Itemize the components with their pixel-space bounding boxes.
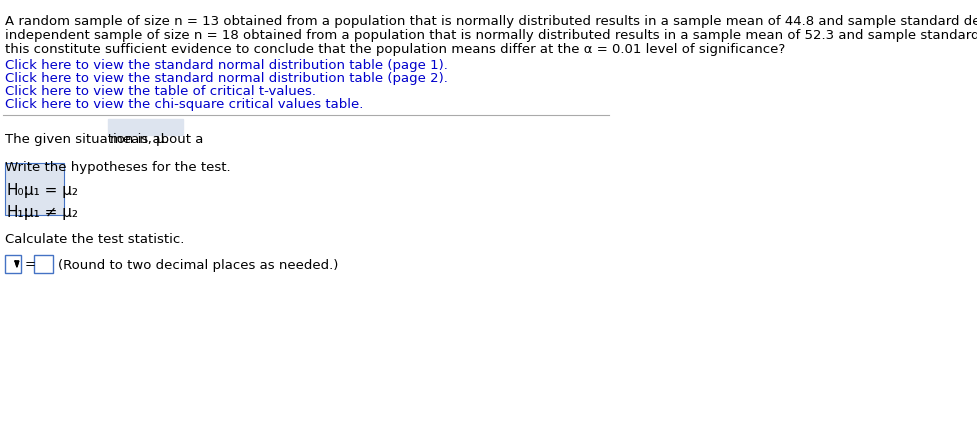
- Text: Write the hypotheses for the test.: Write the hypotheses for the test.: [5, 161, 231, 174]
- Text: Click here to view the standard normal distribution table (page 1).: Click here to view the standard normal d…: [5, 59, 447, 72]
- Text: A random sample of size n = 13 obtained from a population that is normally distr: A random sample of size n = 13 obtained …: [5, 15, 977, 28]
- FancyBboxPatch shape: [5, 163, 64, 215]
- Text: Click here to view the table of critical t-values.: Click here to view the table of critical…: [5, 85, 316, 98]
- Text: μ₁ = μ₂: μ₁ = μ₂: [23, 183, 78, 198]
- Text: The given situation is about a: The given situation is about a: [5, 133, 208, 146]
- Text: (Round to two decimal places as needed.): (Round to two decimal places as needed.): [58, 259, 338, 271]
- Text: Calculate the test statistic.: Calculate the test statistic.: [5, 233, 185, 246]
- Text: =: =: [25, 259, 36, 271]
- Text: μ₁ ≠ μ₂: μ₁ ≠ μ₂: [23, 205, 78, 220]
- FancyBboxPatch shape: [5, 255, 21, 273]
- Polygon shape: [15, 261, 19, 267]
- FancyBboxPatch shape: [107, 119, 183, 135]
- Text: independent sample of size n = 18 obtained from a population that is normally di: independent sample of size n = 18 obtain…: [5, 29, 977, 42]
- Text: Click here to view the chi-square critical values table.: Click here to view the chi-square critic…: [5, 98, 363, 111]
- FancyBboxPatch shape: [34, 255, 53, 273]
- Text: H₁:: H₁:: [7, 205, 29, 220]
- Text: Click here to view the standard normal distribution table (page 2).: Click here to view the standard normal d…: [5, 72, 447, 85]
- Text: mean, μ.: mean, μ.: [109, 133, 168, 146]
- Text: this constitute sufficient evidence to conclude that the population means differ: this constitute sufficient evidence to c…: [5, 43, 786, 56]
- Text: H₀:: H₀:: [7, 183, 29, 198]
